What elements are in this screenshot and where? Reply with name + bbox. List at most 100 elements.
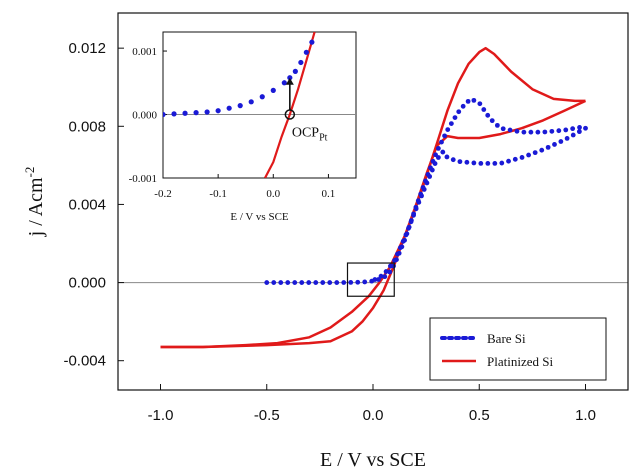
- bare-si-point: [485, 161, 491, 166]
- bare-si-point: [416, 199, 422, 205]
- bare-si-point: [528, 129, 534, 135]
- inset-bare-si-point: [292, 68, 298, 74]
- bare-si-point: [494, 122, 500, 128]
- bare-si-point: [570, 132, 576, 138]
- bare-si-point: [535, 129, 541, 135]
- bare-si-point: [563, 127, 569, 133]
- bare-si-point: [406, 225, 411, 231]
- bare-si-point: [432, 161, 438, 166]
- inset-curves: [163, 32, 316, 178]
- inset-bare-si-point: [248, 99, 254, 105]
- inset-bare-si-point: [237, 103, 243, 109]
- inset-bare-si-point: [303, 49, 309, 55]
- y-axis-label-sup: -2: [22, 167, 37, 178]
- bare-si-point: [427, 174, 433, 179]
- y-tick-label: 0.000: [68, 275, 106, 292]
- bare-si-point: [413, 206, 419, 212]
- bare-si-point: [577, 124, 582, 130]
- ocp-marker: [284, 109, 296, 120]
- bare-si-point: [477, 101, 483, 107]
- bare-si-point: [392, 258, 397, 263]
- bare-si-point: [313, 280, 319, 285]
- bare-si-point: [519, 155, 525, 160]
- bare-si-point: [465, 98, 471, 104]
- bare-si-point: [424, 180, 430, 186]
- bare-si-point: [408, 219, 414, 225]
- bare-si-point: [489, 118, 495, 124]
- x-tick-label: 0.5: [469, 407, 490, 424]
- inset-bare-si-point: [182, 110, 188, 116]
- bare-si-point: [512, 156, 518, 162]
- inset-y-tick-label: 0.001: [132, 46, 157, 58]
- y-axis-label: j / Acm-2: [22, 167, 47, 238]
- inset-bare-si-point: [204, 109, 210, 115]
- legend: Bare Si Platinized Si: [429, 317, 607, 381]
- bare-si-point: [478, 161, 484, 166]
- bare-si-point: [334, 280, 340, 285]
- inset-plot: -0.2 -0.1 0.0 0.1 -0.001 0.000 0.001 E / V vs S…: [129, 31, 357, 223]
- ocp-arrow-head: [285, 77, 294, 85]
- bare-si-point: [395, 251, 400, 257]
- bare-si-point: [545, 144, 551, 150]
- x-axis-label: E / V vs SCE: [320, 449, 426, 471]
- bare-si-point: [492, 161, 498, 166]
- bare-si-point: [264, 280, 270, 285]
- bare-si-point: [387, 263, 393, 269]
- bare-si-point: [448, 121, 454, 127]
- bare-si-point: [429, 167, 435, 173]
- bare-si-point: [372, 277, 378, 282]
- bare-si-point: [362, 279, 368, 285]
- inset-bare-si-point: [298, 59, 304, 66]
- main-plot-area: -1.0 -0.5 0.0 0.5 1.0 -0.004 0.000 0.004 0.008 0.…: [63, 12, 629, 424]
- bare-si-point: [471, 160, 477, 166]
- bare-si-point: [464, 159, 470, 165]
- inset-bare-si-point: [171, 111, 177, 117]
- bare-si-point: [576, 129, 582, 135]
- bare-si-point: [514, 128, 520, 134]
- bare-si-point: [500, 126, 506, 132]
- bare-si-point: [327, 280, 333, 285]
- inset-bare-si-point: [281, 80, 287, 86]
- bare-si-point: [411, 212, 416, 218]
- bare-si-point: [564, 135, 570, 141]
- legend-platinized-label: Platinized Si: [487, 354, 553, 369]
- inset-bare-si-point: [270, 87, 276, 93]
- inset-x-tick-label: -0.2: [154, 188, 171, 200]
- y-tick-label: 0.004: [68, 196, 106, 213]
- bare-si-point: [539, 147, 545, 153]
- legend-box: [429, 317, 607, 381]
- bare-si-point: [570, 126, 576, 132]
- inset-bare-si-point: [193, 110, 199, 116]
- bare-si-point: [400, 238, 406, 244]
- bare-si-point: [382, 274, 388, 280]
- ocp-label: OCPPt: [292, 126, 328, 144]
- bare-si-point: [285, 280, 291, 285]
- bare-si-point: [383, 269, 389, 274]
- bare-si-point: [355, 279, 361, 285]
- bare-si-point: [526, 152, 531, 158]
- bare-si-point: [456, 109, 462, 115]
- bare-si-point: [320, 280, 326, 285]
- y-tick-label: -0.004: [63, 353, 106, 370]
- bare-si-point: [532, 150, 538, 156]
- x-tick-label: -0.5: [254, 407, 280, 424]
- bare-si-point: [521, 129, 527, 135]
- bare-si-point: [419, 193, 424, 199]
- bare-si-point: [558, 139, 564, 144]
- y-axis-label-main: j / Acm: [25, 177, 47, 237]
- inset-bare-si-point: [309, 39, 315, 45]
- bare-si-point: [435, 155, 441, 160]
- inset-y-tick-label: -0.001: [129, 173, 157, 185]
- bare-si-point: [457, 159, 463, 165]
- bare-si-point: [278, 280, 284, 285]
- bare-si-point: [460, 103, 466, 109]
- bare-si-point: [421, 187, 427, 192]
- bare-si-point: [549, 128, 555, 134]
- inset-platinized-si-line: [264, 32, 316, 178]
- zoom-region-box: [346, 262, 395, 297]
- bare-si-point: [552, 142, 557, 147]
- bare-si-point: [444, 154, 450, 160]
- bare-si-point: [507, 127, 513, 133]
- bare-si-point: [387, 269, 393, 275]
- bare-si-point: [348, 279, 354, 285]
